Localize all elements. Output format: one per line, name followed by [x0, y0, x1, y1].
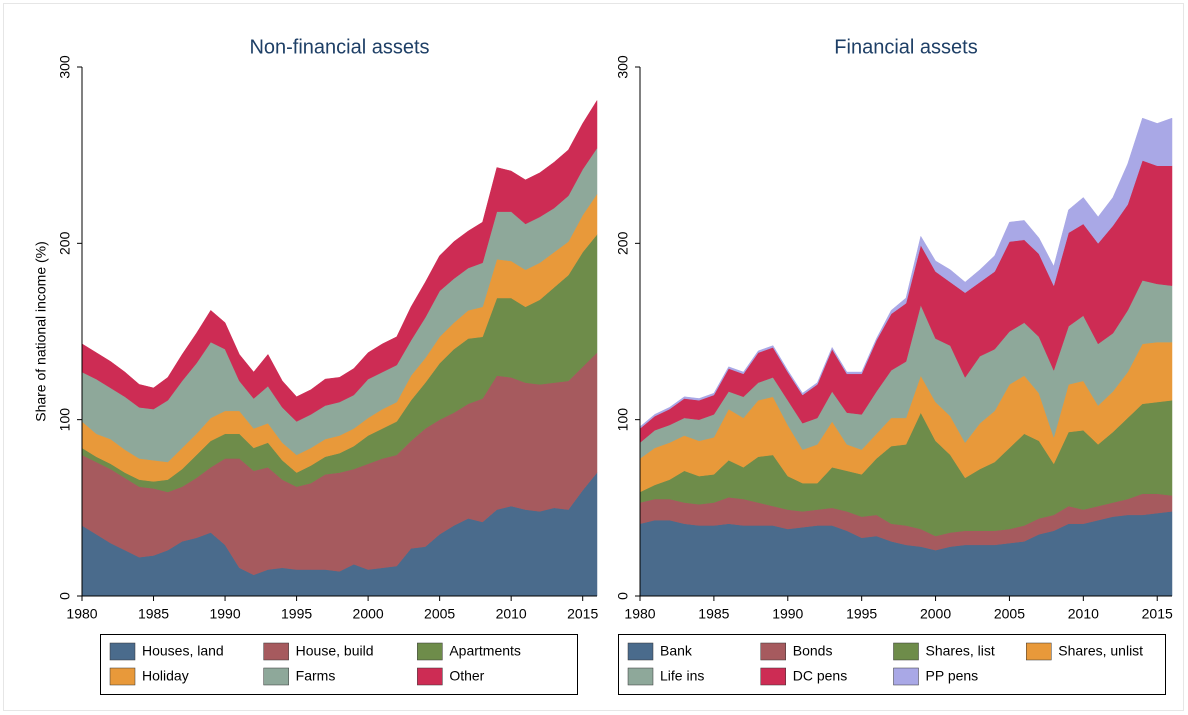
frame: [3, 3, 1184, 711]
legend-label: Apartments: [449, 643, 521, 659]
x-tick-label: 2000: [920, 606, 951, 622]
x-tick-label: 1995: [281, 606, 312, 622]
x-tick-label: 2010: [496, 606, 527, 622]
area: [81, 99, 598, 422]
legend-swatch: [109, 642, 136, 661]
legend-swatch: [760, 642, 786, 661]
legend-label: Farms: [296, 668, 336, 684]
chart-title: Non-financial assets: [249, 36, 429, 58]
legend-box: [618, 634, 1166, 695]
legend-box: [100, 634, 578, 695]
x-tick-label: 1995: [846, 606, 877, 622]
legend-swatch: [627, 667, 654, 686]
x-tick-label: 2015: [1142, 606, 1173, 622]
area: [639, 117, 1173, 430]
x-tick-label: 1985: [698, 606, 729, 622]
legend-label: Bank: [660, 643, 693, 659]
legend-label: DC pens: [793, 668, 847, 684]
y-tick-label: 100: [615, 408, 631, 432]
y-tick-label: 200: [615, 231, 631, 255]
x-tick-label: 2015: [567, 606, 598, 622]
legend-label: Bonds: [793, 643, 833, 659]
legend-swatch: [263, 642, 289, 661]
x-tick-label: 2005: [994, 606, 1025, 622]
legend-label: PP pens: [926, 668, 979, 684]
legend-swatch: [760, 667, 786, 686]
legend-label: Holiday: [142, 668, 189, 684]
x-tick-label: 1985: [138, 606, 169, 622]
y-tick-label: 0: [57, 592, 73, 600]
legend-swatch: [417, 667, 443, 686]
y-tick-label: 0: [615, 592, 631, 600]
y-axis-label: Share of national income (%): [33, 241, 49, 422]
x-tick-label: 2000: [353, 606, 384, 622]
x-tick-label: 2010: [1068, 606, 1099, 622]
legend-swatch: [417, 642, 443, 661]
legend-swatch: [893, 667, 919, 686]
x-tick-label: 1990: [209, 606, 240, 622]
legend-swatch: [893, 642, 919, 661]
y-tick-label: 300: [57, 55, 73, 79]
legend-label: Life ins: [660, 668, 704, 684]
legend-label: Shares, unlist: [1058, 643, 1143, 659]
y-tick-label: 300: [615, 55, 631, 79]
x-tick-label: 1980: [66, 606, 97, 622]
legend-label: Other: [449, 668, 484, 684]
legend-swatch: [627, 642, 654, 661]
legend-label: Shares, list: [926, 643, 995, 659]
legend-swatch: [109, 667, 136, 686]
chart-title: Financial assets: [834, 36, 977, 58]
x-tick-label: 1980: [624, 606, 655, 622]
legend-swatch: [263, 667, 289, 686]
x-tick-label: 2005: [424, 606, 455, 622]
legend-label: House, build: [296, 643, 374, 659]
y-tick-label: 200: [57, 231, 73, 255]
y-tick-label: 100: [57, 408, 73, 432]
legend-label: Houses, land: [142, 643, 224, 659]
x-tick-label: 1990: [772, 606, 803, 622]
legend-swatch: [1026, 642, 1052, 661]
